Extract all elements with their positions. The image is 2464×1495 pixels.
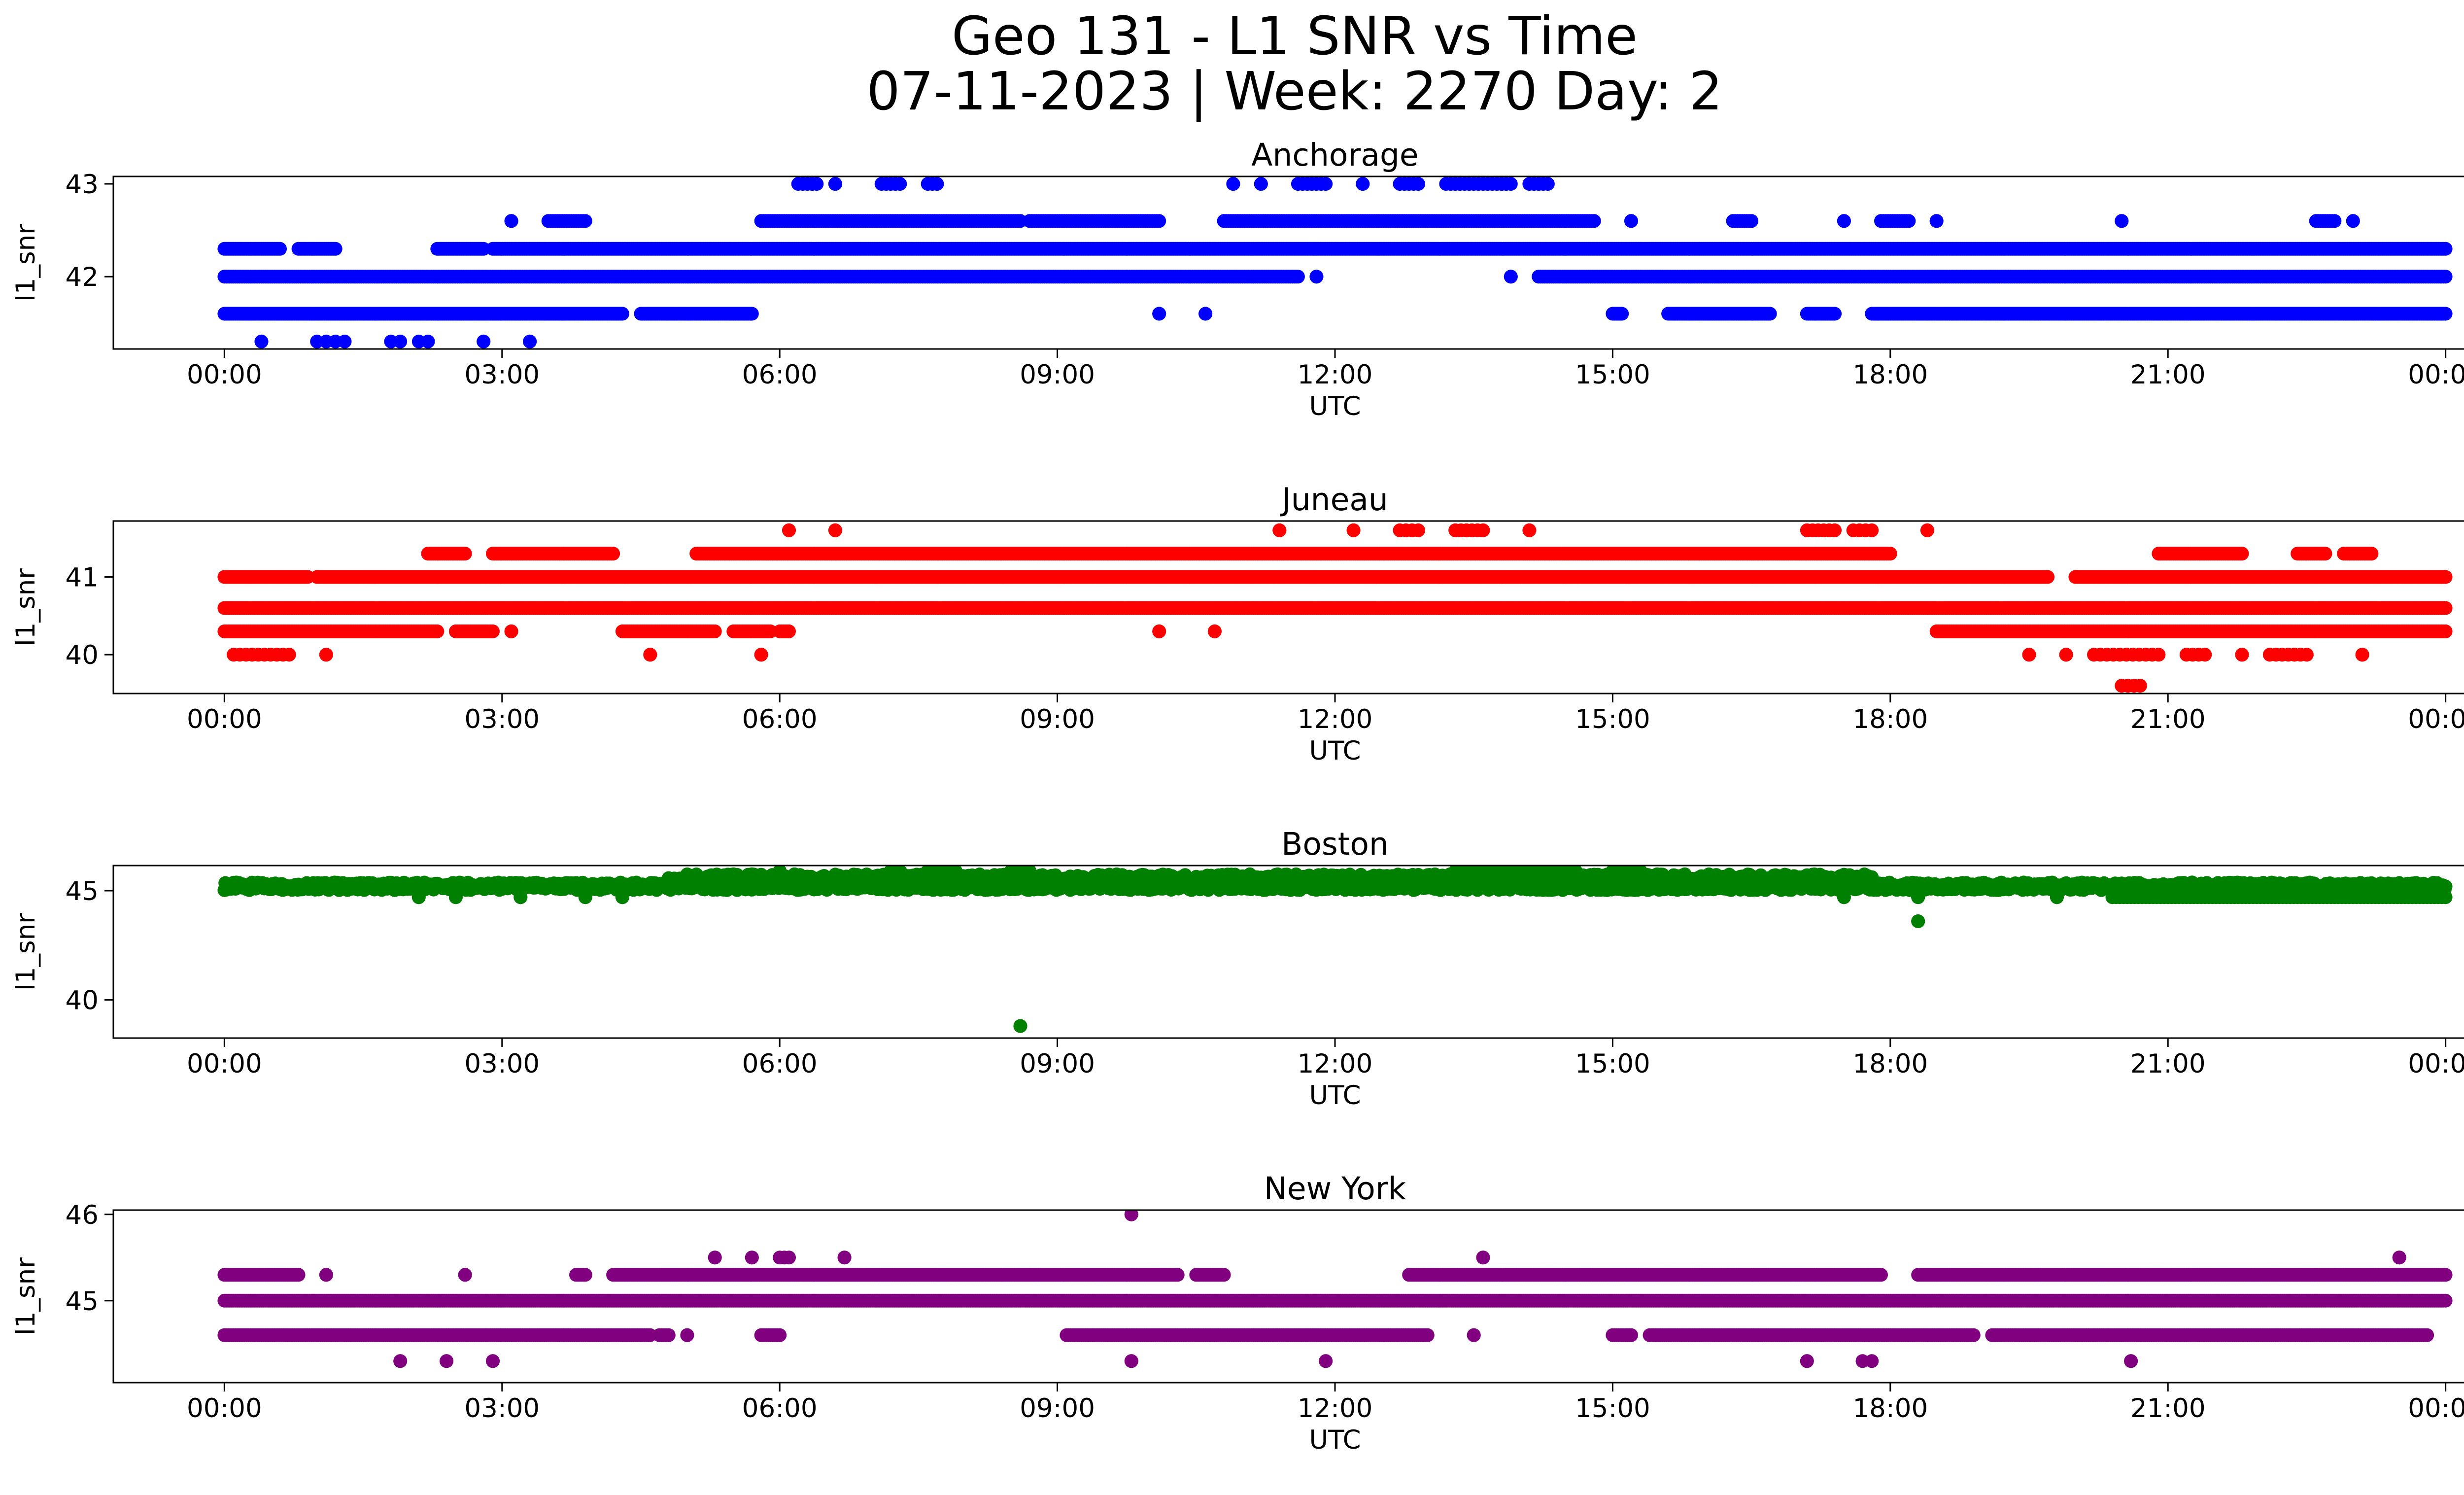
data-point — [1207, 624, 1222, 638]
data-point — [273, 242, 287, 256]
x-tick-label: 15:00 — [1575, 360, 1650, 390]
x-tick-label: 12:00 — [1298, 360, 1373, 390]
data-point — [421, 334, 435, 348]
data-point — [2438, 270, 2453, 284]
subplot-title: Anchorage — [1251, 137, 1418, 173]
data-point — [523, 334, 537, 348]
data-point — [893, 177, 907, 191]
data-point — [2438, 307, 2453, 321]
data-point — [1929, 214, 1944, 228]
data-point — [1152, 214, 1166, 228]
data-point — [486, 624, 500, 638]
data-point — [1226, 177, 1240, 191]
x-tick-label: 00:00 — [2408, 360, 2464, 390]
data-point — [338, 334, 352, 348]
data-point — [2438, 242, 2453, 256]
data-point — [1411, 177, 1425, 191]
data-point — [708, 624, 722, 638]
data-point — [810, 177, 824, 191]
data-point — [1319, 177, 1333, 191]
data-point — [1763, 307, 1777, 321]
data-point — [504, 214, 518, 228]
data-point — [2346, 214, 2360, 228]
x-axis-label: UTC — [1309, 391, 1361, 421]
data-point — [254, 334, 269, 348]
data-point — [1902, 214, 1916, 228]
data-point — [1254, 177, 1268, 191]
y-axis-label: l1_snr — [11, 224, 41, 302]
subplot-grid: Anchorage 00:00 03:00 06:00 09:00 12:00 15:00 1… — [11, 137, 2464, 1455]
data-point — [2438, 624, 2453, 638]
data-point — [1504, 177, 1518, 191]
data-point — [2327, 214, 2342, 228]
data-point — [1540, 177, 1555, 191]
data-point — [930, 177, 944, 191]
x-tick-label: 09:00 — [1020, 360, 1095, 390]
data-point — [1837, 214, 1851, 228]
data-point — [1198, 307, 1213, 321]
data-point — [745, 307, 759, 321]
data-point — [2115, 214, 2129, 228]
data-point — [1152, 624, 1166, 638]
data-point — [828, 177, 842, 191]
y-tick-label: 43 — [66, 170, 99, 200]
data-point — [615, 307, 629, 321]
x-tick-label: 00:00 — [187, 360, 262, 390]
data-point — [1587, 214, 1601, 228]
x-tick-label: 18:00 — [1852, 360, 1928, 390]
data-point — [1152, 307, 1166, 321]
subplot-anchorage: Anchorage 00:00 03:00 06:00 09:00 12:00 15:00 1… — [11, 137, 2464, 421]
data-point — [328, 242, 342, 256]
data-point — [477, 334, 491, 348]
subplot-title: Juneau — [1280, 482, 1388, 518]
data-series — [217, 523, 2453, 693]
data-point — [1615, 307, 1629, 321]
y-tick-label: 42 — [66, 262, 99, 292]
data-point — [1504, 270, 1518, 284]
x-tick-label: 03:00 — [464, 360, 540, 390]
figure-title-line1: Geo 131 - L1 SNR vs Time — [952, 6, 1638, 67]
data-point — [1745, 214, 1759, 228]
data-series — [217, 177, 2453, 348]
data-point — [578, 214, 592, 228]
x-tick-label: 06:00 — [742, 360, 818, 390]
data-point — [782, 624, 796, 638]
x-tick-label: 21:00 — [2130, 360, 2206, 390]
data-point — [430, 624, 445, 638]
data-point — [1291, 270, 1305, 284]
data-point — [1356, 177, 1370, 191]
data-point — [1828, 307, 1842, 321]
figure-title-line2: 07-11-2023 | Week: 2270 Day: 2 — [866, 61, 1722, 122]
data-point — [1624, 214, 1638, 228]
data-point — [393, 334, 408, 348]
data-point — [504, 624, 518, 638]
data-point — [1309, 270, 1324, 284]
